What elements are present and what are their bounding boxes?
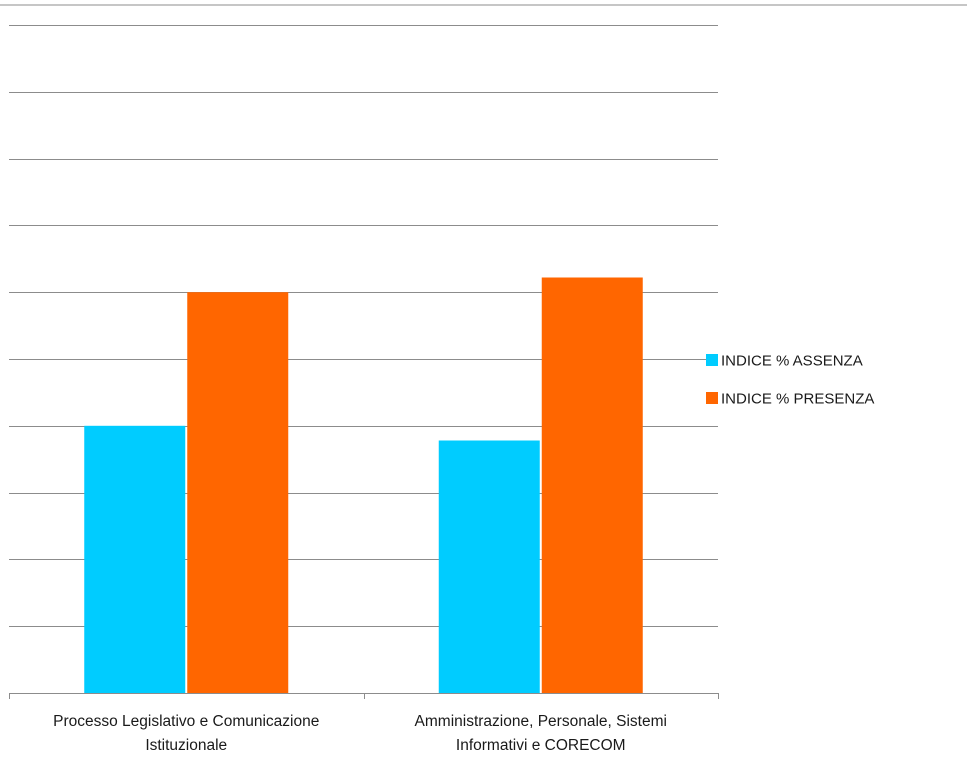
bar-presenza-2: [541, 277, 643, 693]
legend-label-presenza: INDICE % PRESENZA: [721, 391, 874, 408]
category-label-line: Istituzionale: [145, 737, 227, 754]
bar-assenza-2: [438, 440, 540, 693]
x-axis: [9, 693, 719, 699]
bar-assenza-1: [84, 425, 186, 693]
category-labels: Processo Legislativo e Comunicazione Isti…: [53, 713, 667, 754]
category-label-1: Processo Legislativo e Comunicazione Isti…: [53, 713, 319, 754]
category-label-line: Amministrazione, Personale, Sistemi: [415, 713, 667, 730]
legend: INDICE % ASSENZA INDICE % PRESENZA: [706, 353, 874, 408]
bar-presenza-1: [187, 292, 289, 693]
legend-swatch-presenza: [706, 392, 718, 404]
legend-swatch-assenza: [706, 354, 718, 366]
legend-label-assenza: INDICE % ASSENZA: [721, 353, 863, 370]
bars: [84, 277, 643, 693]
category-label-line: Processo Legislativo e Comunicazione: [53, 713, 319, 730]
category-label-line: Informativi e CORECOM: [456, 737, 626, 754]
category-label-2: Amministrazione, Personale, Sistemi Infor…: [415, 713, 667, 754]
